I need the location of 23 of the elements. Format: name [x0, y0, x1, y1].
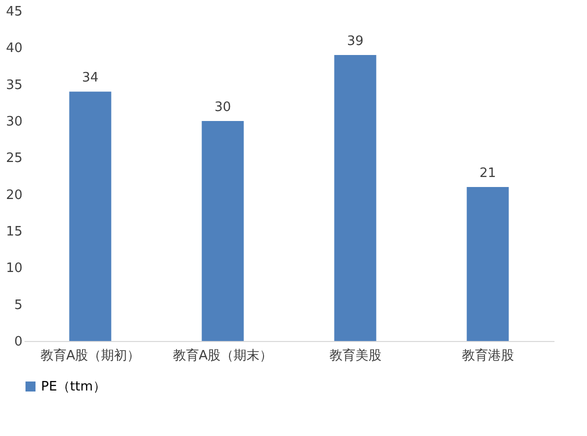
x-tick-label: 教育A股（期末） — [172, 348, 273, 364]
data-label: 21 — [479, 166, 496, 181]
y-tick-label: 40 — [6, 41, 22, 56]
x-tick-label: 教育美股 — [329, 348, 382, 364]
y-tick-label: 15 — [6, 224, 22, 240]
bar — [466, 187, 509, 341]
y-tick-label: 25 — [6, 151, 22, 166]
data-label: 30 — [214, 100, 232, 115]
bar — [202, 121, 244, 341]
x-tick-label: 教育港股 — [462, 348, 514, 364]
y-tick-label: 35 — [6, 78, 22, 93]
bar — [69, 92, 112, 341]
x-tick-label: 教育A股（期初） — [40, 348, 140, 364]
data-label: 39 — [346, 34, 364, 49]
y-tick-label: 5 — [14, 298, 22, 313]
y-tick-label: 0 — [14, 334, 22, 350]
y-tick-label: 30 — [6, 114, 22, 130]
y-tick-label: 45 — [6, 4, 22, 20]
y-tick-label: 10 — [6, 261, 22, 276]
bar — [334, 55, 376, 341]
y-tick-label: 20 — [6, 188, 22, 203]
data-label: 34 — [82, 70, 99, 86]
legend-label: PE（ttm） — [41, 380, 106, 394]
